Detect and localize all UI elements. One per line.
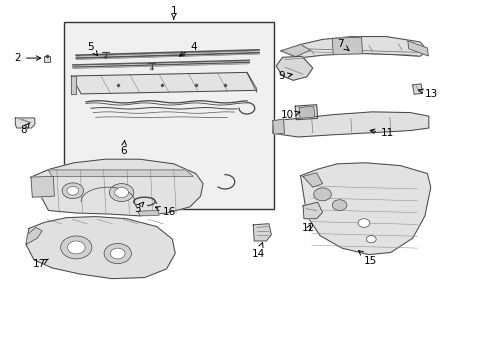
Circle shape <box>109 184 134 202</box>
Polygon shape <box>407 41 427 56</box>
Bar <box>64 22 273 209</box>
Circle shape <box>313 188 330 201</box>
Circle shape <box>62 183 83 199</box>
Polygon shape <box>272 119 284 134</box>
Circle shape <box>110 248 125 259</box>
Circle shape <box>67 241 85 254</box>
Polygon shape <box>412 84 422 94</box>
Text: 14: 14 <box>251 243 264 258</box>
Circle shape <box>115 188 128 198</box>
Circle shape <box>61 236 92 259</box>
Text: 7: 7 <box>336 39 348 50</box>
Polygon shape <box>26 217 175 279</box>
Text: 10: 10 <box>281 111 299 121</box>
Text: 12: 12 <box>302 224 315 233</box>
Text: 1: 1 <box>170 6 177 19</box>
Text: 6: 6 <box>120 140 126 156</box>
Polygon shape <box>276 56 312 80</box>
Polygon shape <box>272 112 428 137</box>
Text: 5: 5 <box>87 42 97 55</box>
Polygon shape <box>281 37 427 58</box>
Text: 17: 17 <box>32 259 48 269</box>
Circle shape <box>67 186 79 195</box>
Polygon shape <box>15 118 35 128</box>
Text: 11: 11 <box>369 129 393 138</box>
Text: 2: 2 <box>14 53 41 63</box>
Text: 4: 4 <box>179 42 197 56</box>
Polygon shape <box>303 202 322 219</box>
Polygon shape <box>31 159 203 216</box>
Polygon shape <box>71 76 76 94</box>
Polygon shape <box>48 170 193 176</box>
Polygon shape <box>295 105 317 120</box>
Circle shape <box>331 200 346 211</box>
Text: 8: 8 <box>20 123 30 135</box>
Polygon shape <box>303 173 322 187</box>
Polygon shape <box>281 44 310 57</box>
Polygon shape <box>26 227 42 244</box>
Text: 9: 9 <box>278 71 292 81</box>
Polygon shape <box>253 224 271 241</box>
Polygon shape <box>300 163 430 255</box>
Bar <box>43 56 50 62</box>
Polygon shape <box>31 176 54 197</box>
Polygon shape <box>138 211 159 216</box>
Text: 15: 15 <box>358 251 376 266</box>
Text: 16: 16 <box>155 207 176 217</box>
Text: 13: 13 <box>418 89 437 99</box>
Polygon shape <box>246 72 256 92</box>
Polygon shape <box>331 37 362 54</box>
Polygon shape <box>71 72 256 94</box>
Text: 3: 3 <box>134 202 143 214</box>
Circle shape <box>366 235 375 243</box>
Polygon shape <box>299 106 314 118</box>
Circle shape <box>357 219 369 227</box>
Circle shape <box>104 243 131 264</box>
